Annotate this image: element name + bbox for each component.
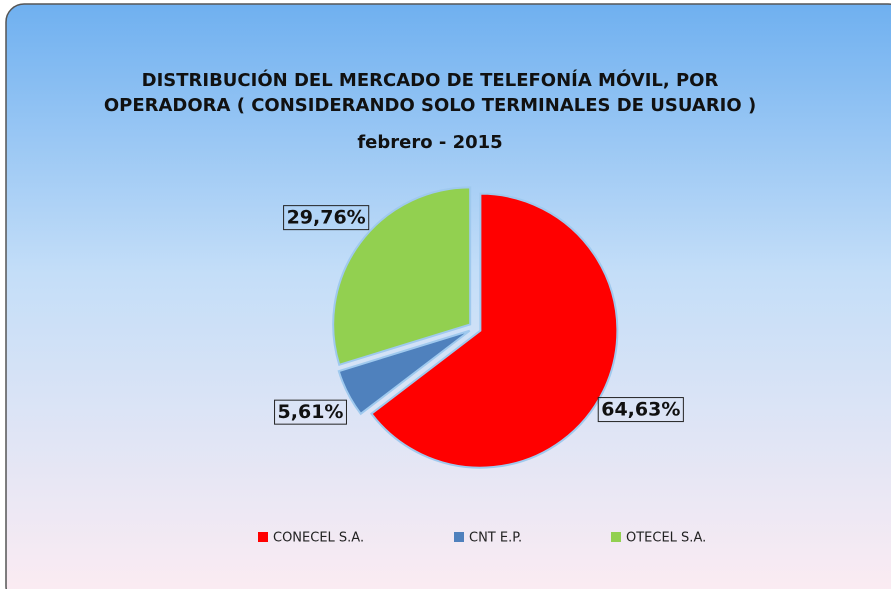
data-label-box xyxy=(274,399,347,425)
legend-swatch xyxy=(454,532,464,542)
pie-slice xyxy=(337,329,471,416)
data-label: 5,61% xyxy=(278,401,344,423)
data-label: 64,63% xyxy=(601,399,680,421)
legend-label: OTECEL S.A. xyxy=(626,531,706,546)
legend-swatch xyxy=(258,532,268,542)
data-label-box xyxy=(283,205,370,231)
data-label: 29,76% xyxy=(287,207,366,229)
chart-subtitle: febrero - 2015 xyxy=(357,132,503,153)
data-label-box xyxy=(597,397,684,423)
chart-title: DISTRIBUCIÓN DEL MERCADO DE TELEFONÍA MÓ… xyxy=(103,70,757,116)
legend-label: CNT E.P. xyxy=(469,531,522,546)
pie-slice xyxy=(370,192,619,469)
legend-swatch xyxy=(611,532,621,542)
pie-slice xyxy=(332,186,472,367)
legend-label: CONECEL S.A. xyxy=(273,531,364,546)
